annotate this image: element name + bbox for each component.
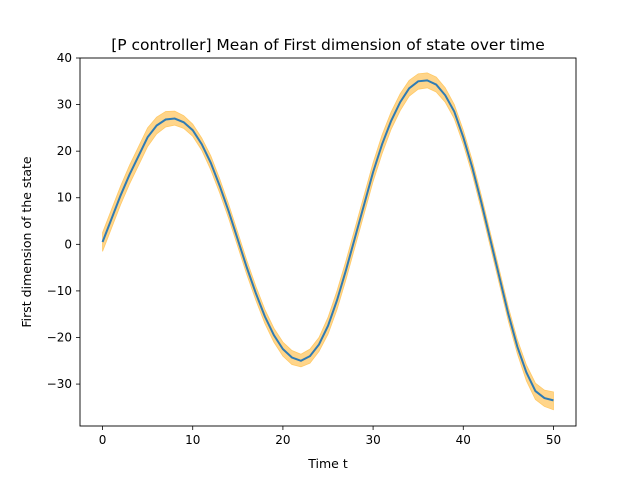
- x-tick-label: 20: [275, 433, 290, 447]
- x-tick-label: 30: [365, 433, 380, 447]
- plot-area: [101, 72, 554, 411]
- x-tick-label: 10: [185, 433, 200, 447]
- y-tick-label: 20: [57, 144, 72, 158]
- y-tick-label: 0: [64, 237, 72, 251]
- y-tick-label: 40: [57, 51, 72, 65]
- mean-line: [101, 79, 554, 402]
- y-tick-label: −20: [47, 330, 72, 344]
- chart-title: [P controller] Mean of First dimension o…: [111, 36, 545, 54]
- data-points: [102, 79, 555, 401]
- y-axis: −30 −20 −10 0 10 20 30 40: [47, 51, 80, 391]
- plot-frame: [79, 57, 577, 427]
- x-axis-label: Time t: [307, 456, 348, 471]
- y-tick-label: 30: [57, 98, 72, 112]
- x-tick-label: 0: [99, 433, 107, 447]
- y-axis-label: First dimension of the state: [19, 156, 34, 327]
- x-tick-label: 40: [456, 433, 471, 447]
- y-tick-label: −30: [47, 377, 72, 391]
- x-tick-label: 50: [546, 433, 561, 447]
- y-tick-label: 10: [57, 191, 72, 205]
- y-tick-label: −10: [47, 284, 72, 298]
- x-axis: 0 10 20 30 40 50: [99, 426, 561, 447]
- confidence-band: [102, 72, 554, 411]
